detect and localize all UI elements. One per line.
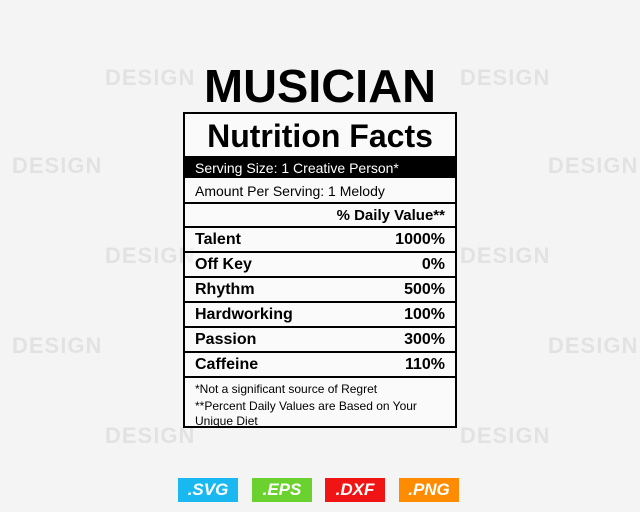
watermark: DESIGN: [105, 243, 196, 268]
footnote: **Percent Daily Values are Based on Your…: [195, 399, 417, 428]
nutrient-value: 0%: [421, 256, 445, 273]
nutrient-value: 300%: [404, 331, 445, 348]
footnotes: *Not a significant source of Regret **Pe…: [185, 378, 455, 429]
nutrient-name: Caffeine: [195, 356, 259, 373]
nutrient-name: Rhythm: [195, 281, 255, 298]
label-heading: Nutrition Facts: [185, 114, 455, 158]
format-badge: .EPS: [252, 478, 312, 502]
serving-size: Serving Size: 1 Creative Person*: [185, 158, 455, 178]
nutrition-label: Nutrition Facts Serving Size: 1 Creative…: [183, 112, 457, 428]
title: MUSICIAN: [203, 60, 436, 112]
amount-per-serving: Amount Per Serving: 1 Melody: [185, 179, 455, 204]
nutrient-name: Off Key: [195, 256, 252, 273]
nutrient-name: Hardworking: [195, 306, 293, 323]
daily-value-header: % Daily Value**: [185, 204, 455, 228]
nutrient-value: 100%: [404, 306, 445, 323]
format-badge: .SVG: [178, 478, 238, 502]
footnote: *Not a significant source of Regret: [195, 382, 378, 396]
nutrient-value: 110%: [404, 356, 445, 373]
nutrient-row: Off Key 0%: [185, 253, 455, 278]
nutrient-name: Passion: [195, 331, 257, 348]
nutrient-row: Passion 300%: [185, 328, 455, 353]
watermark: DESIGN: [105, 423, 196, 448]
watermark: DESIGN: [460, 423, 551, 448]
nutrient-name: Talent: [195, 231, 241, 248]
watermark: DESIGN: [12, 333, 103, 358]
nutrient-row: Hardworking 100%: [185, 303, 455, 328]
watermark: DESIGN: [460, 65, 551, 90]
nutrient-row: Rhythm 500%: [185, 278, 455, 303]
format-badge: .DXF: [325, 478, 385, 502]
watermark: DESIGN: [105, 65, 196, 90]
nutrient-row: Caffeine 110%: [185, 353, 455, 378]
watermark: DESIGN: [12, 153, 103, 178]
format-badge: .PNG: [399, 478, 459, 502]
nutrient-value: 500%: [404, 281, 445, 298]
watermark: DESIGN: [460, 243, 551, 268]
watermark: DESIGN: [548, 333, 639, 358]
nutrient-value: 1000%: [395, 231, 445, 248]
watermark: DESIGN: [548, 153, 639, 178]
nutrient-row: Talent 1000%: [185, 228, 455, 253]
